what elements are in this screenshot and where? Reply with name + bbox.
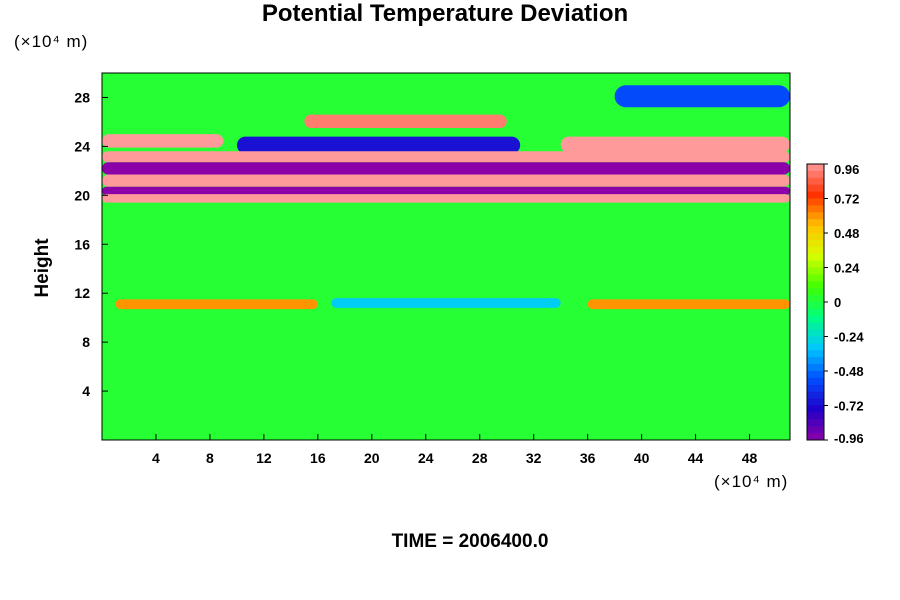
colorbar-segment xyxy=(807,233,824,241)
plot-frame xyxy=(101,72,791,441)
x-tick-label: 48 xyxy=(742,450,758,466)
colorbar-segment xyxy=(807,426,824,434)
field-band-6 xyxy=(102,162,790,175)
field-band-8 xyxy=(102,186,790,196)
plot-area xyxy=(102,73,790,440)
colorbar-tick-label: -0.96 xyxy=(834,431,864,446)
colorbar-segment xyxy=(807,315,824,324)
colorbar-segment xyxy=(807,308,824,317)
x-axis-ticks: 4 8 12 16 20 24 28 32 36 40 44 48 xyxy=(152,434,758,466)
colorbar-segment xyxy=(807,343,824,351)
colorbar-segment xyxy=(807,239,824,248)
colorbar-tick-label: 0.96 xyxy=(834,162,859,177)
chart-title: Potential Temperature Deviation xyxy=(261,0,629,27)
colorbar-segment xyxy=(807,164,824,172)
field-band-9 xyxy=(102,194,790,203)
colorbar: 0.96 0.72 0.48 0.24 0 -0.24 -0.48 -0.72 -0.96 xyxy=(806,162,864,446)
field-band-11 xyxy=(331,298,561,308)
colorbar-segment xyxy=(807,302,824,310)
colorbar-tick-label: -0.24 xyxy=(834,330,864,345)
y-axis-unit: (×10⁴ m) xyxy=(14,32,89,51)
colorbar-tick-label: 0.24 xyxy=(834,261,860,276)
x-tick-label: 44 xyxy=(688,450,704,466)
x-tick-label: 40 xyxy=(634,450,650,466)
colorbar-segment xyxy=(807,267,824,275)
colorbar-tick-label: 0 xyxy=(834,295,841,310)
colorbar-segment xyxy=(807,412,824,420)
y-axis-ticks: 4 8 12 16 20 24 28 xyxy=(74,89,108,399)
x-tick-label: 36 xyxy=(580,450,596,466)
colorbar-segment xyxy=(807,329,824,337)
colorbar-segment xyxy=(807,170,824,179)
colorbar-tick-label: -0.72 xyxy=(834,399,864,414)
colorbar-tick-label: 0.72 xyxy=(834,192,859,207)
field-band-12 xyxy=(587,299,790,310)
colorbar-segment xyxy=(807,391,824,400)
colorbar-tick-label: -0.48 xyxy=(834,364,864,379)
y-tick-label: 8 xyxy=(82,334,90,350)
x-tick-label: 24 xyxy=(418,450,434,466)
colorbar-segment xyxy=(807,433,824,441)
field-band-10 xyxy=(115,299,318,310)
colorbar-segment xyxy=(807,322,824,331)
colorbar-segment xyxy=(807,205,824,213)
x-tick-label: 4 xyxy=(152,450,160,466)
colorbar-segment xyxy=(807,184,824,193)
y-tick-label: 4 xyxy=(82,383,90,399)
colorbar-segment xyxy=(807,384,824,393)
colorbar-segment xyxy=(807,191,824,199)
y-tick-label: 20 xyxy=(74,187,90,203)
field-band-5 xyxy=(102,151,790,163)
field-band-0 xyxy=(614,85,790,108)
colorbar-segment xyxy=(807,219,824,227)
field-band-1 xyxy=(304,114,507,129)
colorbar-segment xyxy=(807,288,824,296)
colorbar-segment xyxy=(807,377,824,386)
colorbar-segment xyxy=(807,253,824,262)
field-band-4 xyxy=(560,136,790,153)
y-tick-label: 24 xyxy=(74,138,90,154)
colorbar-segment xyxy=(807,295,824,303)
field-band-2 xyxy=(102,134,224,148)
colorbar-segment xyxy=(807,260,824,268)
x-tick-label: 16 xyxy=(310,450,326,466)
y-tick-label: 12 xyxy=(74,285,90,301)
colorbar-segment xyxy=(807,246,824,255)
colorbar-segment xyxy=(807,274,824,282)
field-band-7 xyxy=(102,174,790,187)
colorbar-segment xyxy=(807,177,824,186)
colorbar-segment xyxy=(807,226,824,234)
x-tick-label: 20 xyxy=(364,450,380,466)
colorbar-tick-label: 0.48 xyxy=(834,226,859,241)
colorbar-segment xyxy=(807,357,824,365)
field-band-3 xyxy=(236,136,521,154)
x-axis-unit: (×10⁴ m) xyxy=(714,472,789,491)
colorbar-segment xyxy=(807,198,824,206)
time-label: TIME = 2006400.0 xyxy=(391,531,549,552)
x-tick-label: 8 xyxy=(206,450,214,466)
x-tick-label: 32 xyxy=(526,450,542,466)
y-tick-label: 16 xyxy=(74,236,90,252)
colorbar-segment xyxy=(807,364,824,372)
colorbar-segment xyxy=(807,350,824,358)
colorbar-segment xyxy=(807,212,824,220)
y-tick-label: 28 xyxy=(74,89,90,105)
colorbar-segment xyxy=(807,398,824,406)
colorbar-segment xyxy=(807,281,824,289)
colorbar-segment xyxy=(807,371,824,379)
x-tick-label: 28 xyxy=(472,450,488,466)
colorbar-segment xyxy=(807,419,824,427)
colorbar-segment xyxy=(807,405,824,413)
colorbar-segment xyxy=(807,336,824,344)
x-tick-label: 12 xyxy=(256,450,272,466)
